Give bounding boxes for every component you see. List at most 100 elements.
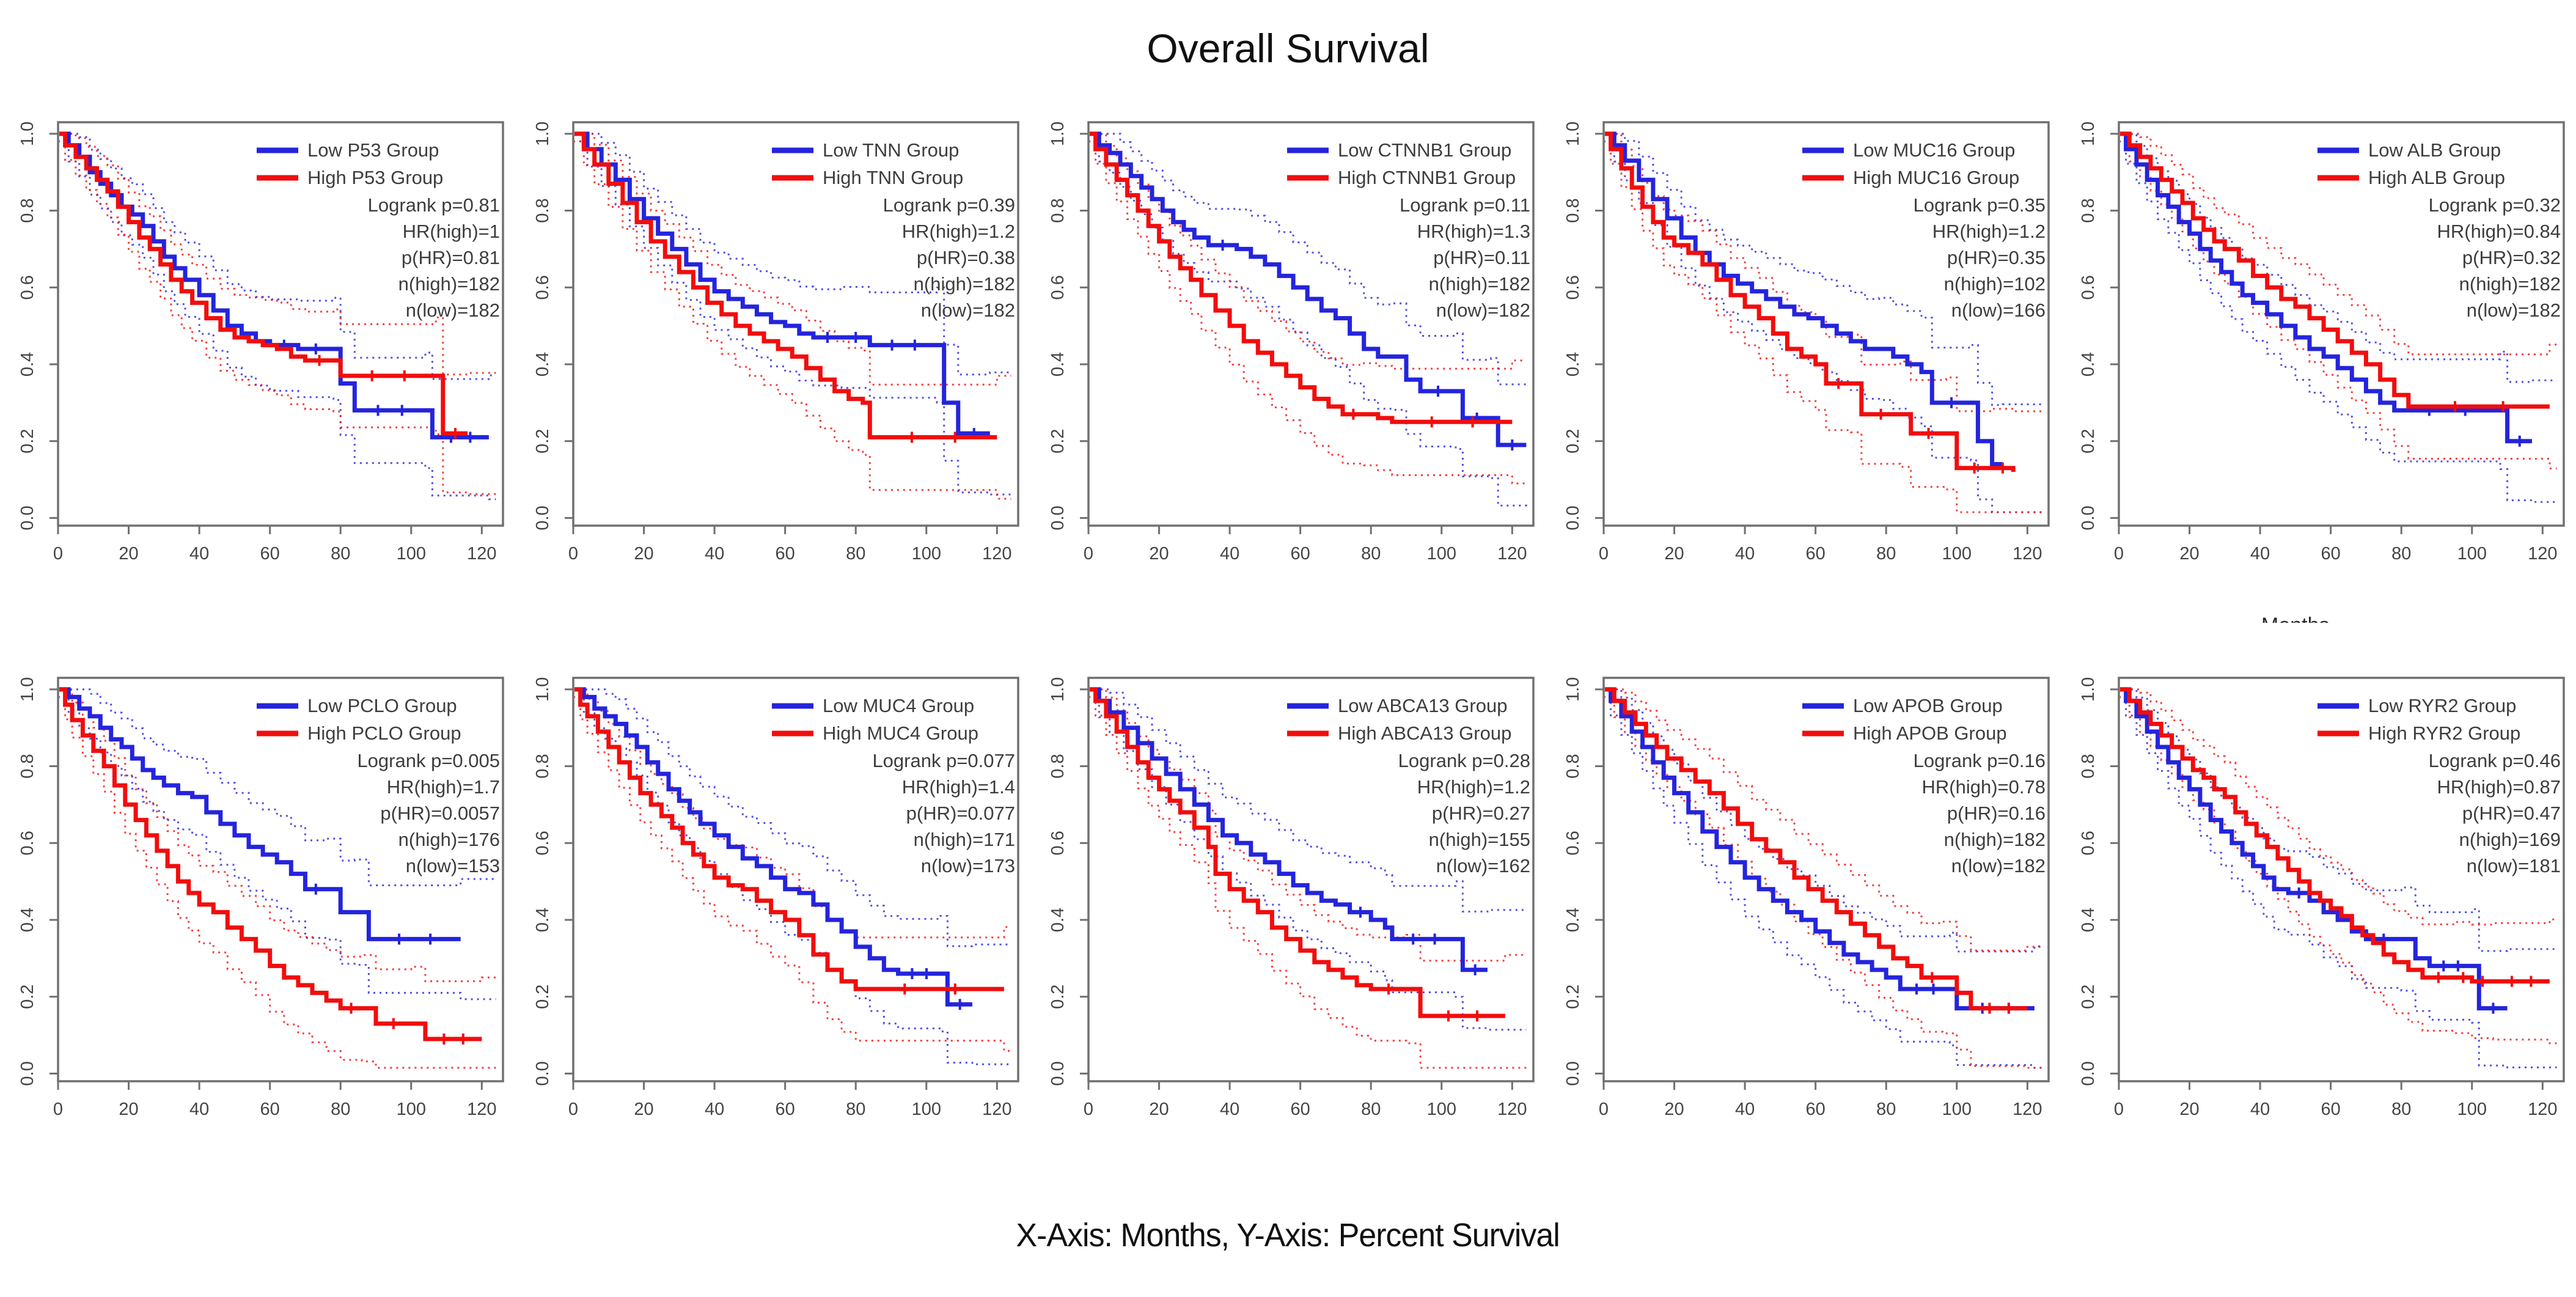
- stats-line: n(high)=182: [1944, 829, 2046, 850]
- x-tick-label: 60: [2321, 1100, 2341, 1119]
- stats-line: Logrank p=0.11: [1400, 194, 1530, 216]
- km-chart-APOB: 0.0 0.2 0.4 0.6 0.8 1.0 0 20 40 60 80 100 120 Low APO…: [1563, 677, 2050, 1119]
- low-confidence-band: [1090, 688, 1527, 913]
- y-tick-label: 0.4: [1048, 352, 1068, 377]
- x-tick-label: 120: [1497, 1100, 1527, 1119]
- low-legend-label: Low MUC4 Group: [823, 695, 974, 716]
- y-tick-label: 0.6: [1048, 831, 1068, 855]
- x-tick-label: 100: [912, 544, 941, 564]
- high-confidence-band: [2120, 133, 2557, 356]
- km-panel-RYR2: 0.0 0.2 0.4 0.6 0.8 1.0 0 20 40 60 80 100 120 Low RYR…: [2061, 652, 2576, 1199]
- x-tick-label: 100: [1427, 544, 1456, 564]
- x-tick-label: 60: [260, 1100, 280, 1119]
- stats-line: Logrank p=0.32: [2429, 194, 2561, 216]
- low-survival-curve: [1090, 131, 1527, 447]
- stats-line: n(high)=171: [914, 829, 1015, 850]
- x-tick-label: 40: [705, 544, 724, 564]
- stats-line: n(high)=182: [1429, 273, 1530, 295]
- y-tick-label: 0.8: [2079, 198, 2098, 222]
- km-chart-ALB: 0.0 0.2 0.4 0.6 0.8 1.0 0 20 40 60 80 100 120 Low ALB…: [2079, 121, 2565, 564]
- x-tick-label: 80: [1361, 544, 1381, 564]
- y-tick-label: 0.0: [1048, 505, 1068, 530]
- y-tick-label: 0.8: [1048, 754, 1068, 778]
- x-tick-label: 80: [1876, 1100, 1896, 1119]
- x-tick-label: 60: [2321, 544, 2341, 564]
- x-tick-label: 120: [982, 1100, 1011, 1119]
- y-tick-label: 0.2: [2079, 429, 2098, 454]
- stats-line: n(low)=182: [1436, 299, 1530, 321]
- low-legend-label: Low PCLO Group: [307, 695, 457, 716]
- x-tick-label: 20: [119, 1100, 138, 1119]
- stats-line: Logrank p=0.077: [872, 750, 1015, 771]
- y-tick-label: 0.6: [18, 831, 37, 855]
- y-tick-label: 0.6: [1048, 275, 1068, 299]
- x-tick-label: 0: [568, 1100, 578, 1119]
- km-panel-CTNNB1: 0.0 0.2 0.4 0.6 0.8 1.0 0 20 40 60 80 100 120 Low CTN…: [1030, 97, 1546, 644]
- km-panel-PCLO: 0.0 0.2 0.4 0.6 0.8 1.0 0 20 40 60 80 100 120 Low PCL…: [0, 652, 515, 1199]
- high-survival-curve: [574, 687, 1004, 991]
- low-confidence-band: [574, 133, 1011, 376]
- km-panel-MUC16: 0.0 0.2 0.4 0.6 0.8 1.0 0 20 40 60 80 100 120 Low MUC…: [1546, 97, 2061, 644]
- y-tick-label: 1.0: [1048, 677, 1068, 702]
- stats-line: n(low)=182: [921, 299, 1015, 321]
- y-tick-label: 0.2: [533, 429, 552, 454]
- axis-caption: X-Axis: Months, Y-Axis: Percent Survival: [1016, 1217, 1560, 1254]
- y-tick-label: 0.2: [18, 429, 37, 454]
- y-tick-label: 0.2: [1563, 985, 1583, 1009]
- x-tick-label: 0: [568, 544, 578, 564]
- y-tick-label: 0.2: [1048, 985, 1068, 1009]
- x-tick-label: 0: [2114, 1100, 2124, 1119]
- y-tick-label: 0.8: [1563, 198, 1583, 222]
- stats-line: HR(high)=1.7: [387, 776, 500, 798]
- y-tick-label: 1.0: [1563, 122, 1583, 146]
- x-tick-label: 60: [1806, 544, 1826, 564]
- stats-line: Logrank p=0.005: [357, 750, 500, 771]
- stats-line: n(high)=102: [1944, 273, 2046, 295]
- y-tick-label: 0.0: [1563, 1061, 1583, 1086]
- high-legend-label: High MUC16 Group: [1853, 167, 2019, 188]
- y-tick-label: 0.0: [18, 1061, 37, 1086]
- x-tick-label: 0: [53, 1100, 63, 1119]
- y-tick-label: 1.0: [2079, 122, 2098, 146]
- high-confidence-band: [574, 133, 1011, 386]
- x-tick-label: 60: [776, 544, 795, 564]
- x-tick-label: 0: [53, 544, 63, 564]
- stats-line: n(low)=162: [1436, 855, 1530, 876]
- y-tick-label: 0.0: [2079, 505, 2098, 530]
- stats-line: n(high)=169: [2459, 829, 2561, 850]
- stats-line: HR(high)=0.87: [2437, 776, 2561, 798]
- low-legend-label: Low ABCA13 Group: [1338, 695, 1507, 716]
- x-tick-label: 100: [2457, 544, 2487, 564]
- stats-line: HR(high)=1.4: [902, 776, 1015, 798]
- title-bar: Overall Survival: [0, 0, 2576, 97]
- stats-line: n(high)=182: [914, 273, 1015, 295]
- low-legend-label: Low P53 Group: [307, 139, 439, 161]
- high-legend-label: High RYR2 Group: [2368, 722, 2520, 744]
- x-tick-label: 80: [2391, 544, 2411, 564]
- high-survival-curve: [2120, 131, 2550, 409]
- months-axis-label-partial: Months: [2261, 614, 2396, 623]
- plot-border: [57, 677, 504, 1082]
- y-tick-label: 0.2: [2079, 985, 2098, 1009]
- x-tick-label: 40: [1220, 1100, 1239, 1119]
- y-tick-label: 1.0: [533, 677, 552, 702]
- x-tick-label: 40: [2250, 1100, 2270, 1119]
- low-confidence-band: [1605, 688, 2042, 953]
- stats-line: Logrank p=0.16: [1914, 750, 2046, 771]
- y-tick-label: 0.2: [1048, 429, 1068, 454]
- y-tick-label: 1.0: [1563, 677, 1583, 702]
- stats-line: p(HR)=0.32: [2462, 247, 2561, 268]
- low-confidence-band: [2120, 140, 2557, 503]
- low-confidence-band: [59, 688, 496, 886]
- stats-line: n(high)=182: [2459, 273, 2561, 295]
- x-tick-label: 0: [1599, 544, 1609, 564]
- plot-border: [1087, 677, 1535, 1082]
- low-confidence-band: [59, 133, 496, 380]
- y-tick-label: 0.0: [2079, 1061, 2098, 1086]
- y-tick-label: 0.0: [18, 505, 37, 530]
- x-tick-label: 40: [705, 1100, 724, 1119]
- plot-border: [572, 677, 1019, 1082]
- y-tick-label: 0.8: [1563, 754, 1583, 778]
- x-tick-label: 120: [982, 544, 1011, 564]
- y-tick-label: 0.0: [533, 505, 552, 530]
